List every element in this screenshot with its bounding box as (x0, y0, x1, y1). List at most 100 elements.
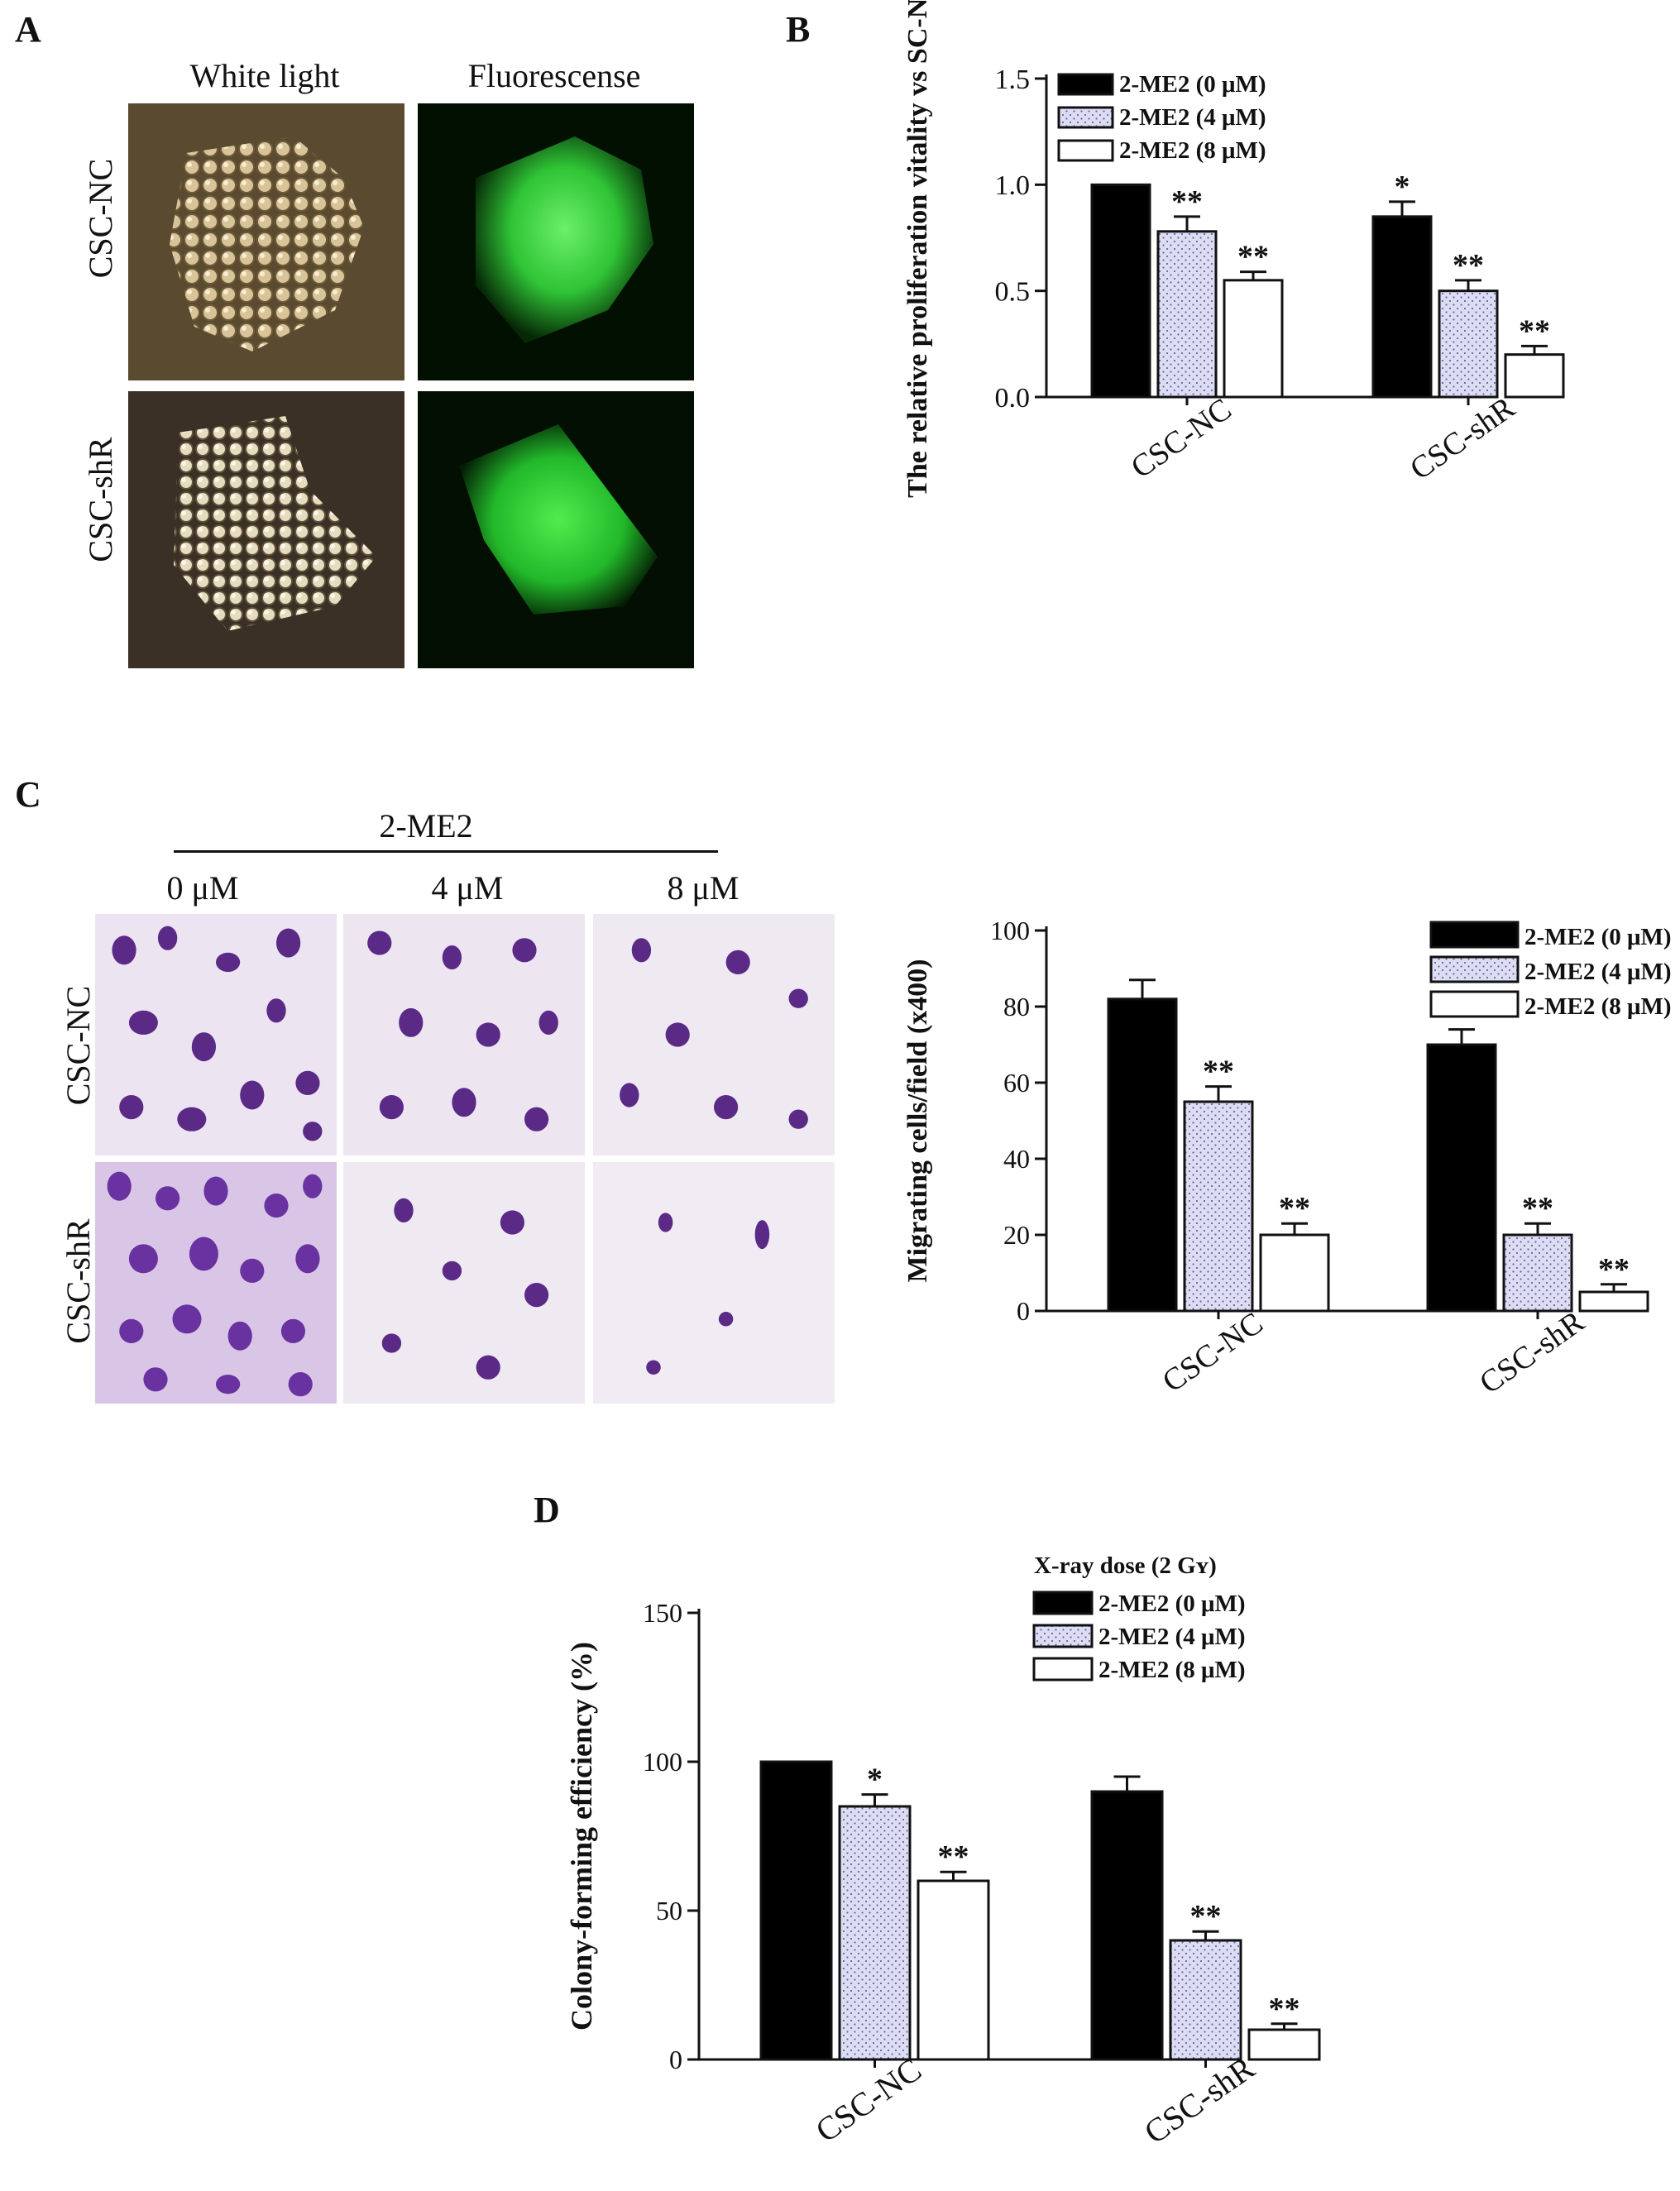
legend-label: 2-ME2 (0 μM) (1098, 1591, 1246, 1617)
significance-mark: * (867, 1763, 883, 1797)
legend-swatch (1429, 921, 1520, 949)
panel-c-letter: C (15, 774, 41, 815)
panel-a-letter: A (15, 9, 41, 50)
panel-c-dose-4: 4 μM (431, 869, 504, 907)
y-tick-label: 40 (1003, 1144, 1030, 1174)
panel-c-treatment-label: 2-ME2 (379, 807, 473, 844)
panel-c-dose-8: 8 μM (667, 869, 739, 907)
transwell-image-nc-8 (593, 914, 835, 1155)
chart-d-colony: 0 50 100 150 Colony-forming efficiency (%) * *… (562, 1538, 1439, 2184)
panel-a-row-label-shr: CSC-shR (82, 437, 119, 562)
transwell-image-shr-4 (343, 1162, 585, 1404)
y-tick-label: 50 (656, 1896, 682, 1925)
y-tick-label: 0.5 (995, 277, 1031, 308)
bar (1090, 183, 1151, 399)
bar (1156, 230, 1218, 399)
significance-mark: * (1395, 170, 1410, 204)
legend-title: X-ray dose (2 Gʏ) (1034, 1552, 1217, 1579)
panel-c-treatment-line (174, 850, 718, 853)
y-tick-label: 0 (1017, 1296, 1030, 1326)
y-tick-label: 1.5 (995, 65, 1031, 95)
legend-label: 2-ME2 (4 μM) (1524, 959, 1672, 985)
panel-d-letter: D (534, 1490, 560, 1530)
y-axis-label: The relative proliferation vitality vs S… (902, 0, 933, 498)
brightfield-image-csc-shr (128, 391, 404, 668)
bar (1371, 215, 1433, 399)
bar (1259, 1233, 1330, 1313)
bar (838, 1805, 912, 2061)
legend-label: 2-ME2 (8 μM) (1524, 993, 1672, 1020)
legend-label: 2-ME2 (0 μM) (1119, 71, 1266, 98)
legend-swatch (1429, 990, 1520, 1018)
bar (1090, 1790, 1164, 2061)
significance-mark: ** (1279, 1191, 1310, 1226)
category-label: CSC-shR (1404, 390, 1521, 486)
legend-label: 2-ME2 (8 μM) (1098, 1657, 1246, 1683)
bar (1223, 279, 1284, 399)
bar (1169, 1939, 1242, 2061)
y-axis-label: Migrating cells/field (x400) (902, 959, 933, 1283)
bar (917, 1879, 990, 2061)
y-tick-label: 100 (643, 1747, 682, 1777)
legend-swatch (1057, 139, 1114, 162)
significance-mark: ** (1522, 1191, 1553, 1226)
fluorescence-image-csc-nc (418, 103, 694, 380)
significance-mark: ** (1171, 184, 1203, 219)
category-label: CSC-NC (809, 2050, 928, 2150)
y-tick-label: 20 (1003, 1220, 1030, 1250)
legend-label: 2-ME2 (8 μM) (1119, 137, 1266, 164)
panel-b-letter: B (786, 9, 811, 50)
significance-mark: ** (1519, 313, 1550, 348)
col-head-fluorescence: Fluorescense (467, 57, 641, 94)
bar (1107, 997, 1178, 1313)
bar (1578, 1290, 1649, 1313)
panel-a-row-label-nc: CSC-NC (82, 158, 119, 279)
legend-swatch (1057, 73, 1114, 96)
category-label: CSC-NC (1125, 392, 1238, 486)
bar (1438, 289, 1499, 399)
fluorescence-image-csc-shr (418, 391, 694, 668)
legend-label: 2-ME2 (4 μM) (1119, 104, 1266, 131)
col-head-white-light: White light (189, 57, 340, 94)
significance-mark: ** (1203, 1055, 1234, 1089)
panel-c-dose-0: 0 μM (166, 869, 239, 907)
bar (1504, 353, 1565, 399)
transwell-image-shr-8 (593, 1162, 835, 1404)
bar (759, 1760, 833, 2061)
bar (1502, 1233, 1573, 1313)
bar (1247, 2028, 1321, 2061)
significance-mark: ** (938, 1839, 969, 1874)
panel-c-row-label-nc: CSC-NC (60, 985, 97, 1106)
legend-swatch (1032, 1624, 1094, 1648)
legend-label: 2-ME2 (0 μM) (1524, 924, 1672, 950)
legend-swatch (1032, 1657, 1094, 1682)
category-label: CSC-shR (1137, 2049, 1261, 2151)
y-tick-label: 1.0 (995, 170, 1031, 201)
y-axis-label: Colony-forming efficiency (%) (565, 1642, 598, 2031)
bar (1426, 1043, 1497, 1313)
transwell-image-shr-0 (95, 1162, 337, 1404)
significance-mark: ** (1598, 1252, 1630, 1287)
category-label: CSC-shR (1473, 1304, 1591, 1400)
chart-c-migration: 0 20 40 60 80 100 Migrating cells/field (x400)… (893, 897, 1672, 1476)
significance-mark: ** (1237, 240, 1269, 275)
legend-label: 2-ME2 (4 μM) (1098, 1624, 1246, 1650)
bar (1183, 1100, 1254, 1313)
transwell-image-nc-4 (343, 914, 585, 1155)
y-tick-label: 100 (990, 916, 1030, 945)
panel-c-row-label-shr: CSC-shR (60, 1218, 97, 1344)
transwell-image-nc-0 (95, 914, 337, 1155)
chart-b-proliferation: 0.0 0.5 1.0 1.5 The relative proliferation v… (893, 0, 1638, 744)
legend-swatch (1429, 955, 1520, 983)
significance-mark: ** (1453, 248, 1484, 283)
legend-swatch (1032, 1591, 1094, 1615)
y-tick-label: 80 (1003, 992, 1030, 1021)
y-tick-label: 150 (643, 1598, 682, 1628)
legend-swatch (1057, 106, 1114, 129)
y-tick-label: 0.0 (995, 383, 1031, 414)
significance-mark: ** (1269, 1992, 1300, 2026)
y-tick-label: 60 (1003, 1068, 1030, 1098)
brightfield-image-csc-nc (128, 103, 404, 380)
significance-mark: ** (1190, 1899, 1222, 1934)
y-tick-label: 0 (669, 2045, 682, 2074)
